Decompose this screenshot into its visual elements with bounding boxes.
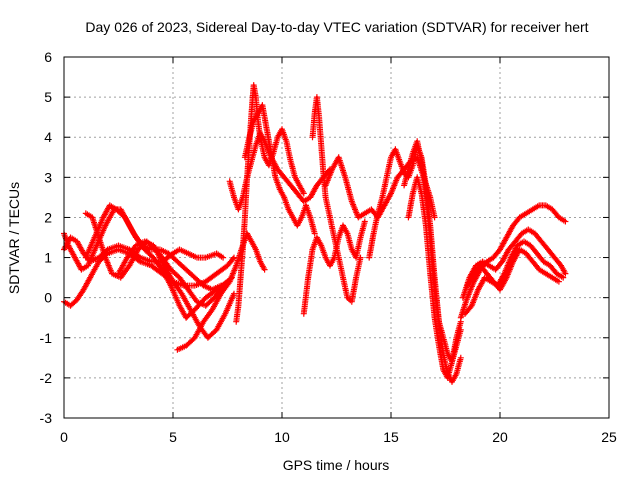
- satellite-track: [464, 246, 562, 293]
- track-markers: [309, 94, 364, 305]
- track-markers: [174, 230, 268, 353]
- x-tick-label: 25: [601, 429, 617, 445]
- y-tick-label: 1: [44, 250, 52, 266]
- y-tick-label: 5: [44, 89, 52, 105]
- track-markers: [115, 238, 235, 309]
- satellite-track: [241, 102, 318, 237]
- x-tick-label: 15: [383, 429, 399, 445]
- axis-ticks: [63, 56, 610, 419]
- satellite-track: [115, 238, 235, 309]
- x-tick-labels: 0 5 10 15 20 25: [60, 429, 617, 445]
- y-axis-label: SDTVAR / TECUs: [6, 182, 22, 294]
- track-markers: [405, 174, 464, 381]
- x-tick-label: 10: [274, 429, 290, 445]
- y-tick-labels: -3 -2 -1 0 1 2 3 4 5 6: [40, 49, 53, 426]
- grid-lines: [64, 57, 609, 418]
- track-markers: [82, 202, 224, 293]
- satellite-track: [82, 202, 224, 293]
- plot-frame: [63, 56, 610, 419]
- satellite-track: [309, 94, 364, 305]
- y-tick-label: 2: [44, 209, 52, 225]
- x-axis-label: GPS time / hours: [283, 457, 390, 473]
- y-tick-label: -3: [40, 410, 53, 426]
- y-tick-label: -2: [40, 370, 53, 386]
- y-tick-label: -1: [40, 330, 53, 346]
- track-markers: [241, 102, 318, 237]
- track-markers: [464, 246, 562, 293]
- x-tick-label: 20: [492, 429, 508, 445]
- y-tick-label: 4: [44, 129, 52, 145]
- y-tick-label: 3: [44, 169, 52, 185]
- chart-title: Day 026 of 2023, Sidereal Day-to-day VTE…: [85, 19, 588, 35]
- satellite-track: [174, 230, 268, 353]
- y-tick-label: 6: [44, 49, 52, 65]
- x-tick-label: 0: [60, 429, 68, 445]
- x-tick-label: 5: [169, 429, 177, 445]
- data-points: [61, 82, 569, 385]
- satellite-track: [405, 174, 464, 381]
- y-tick-label: 0: [44, 290, 52, 306]
